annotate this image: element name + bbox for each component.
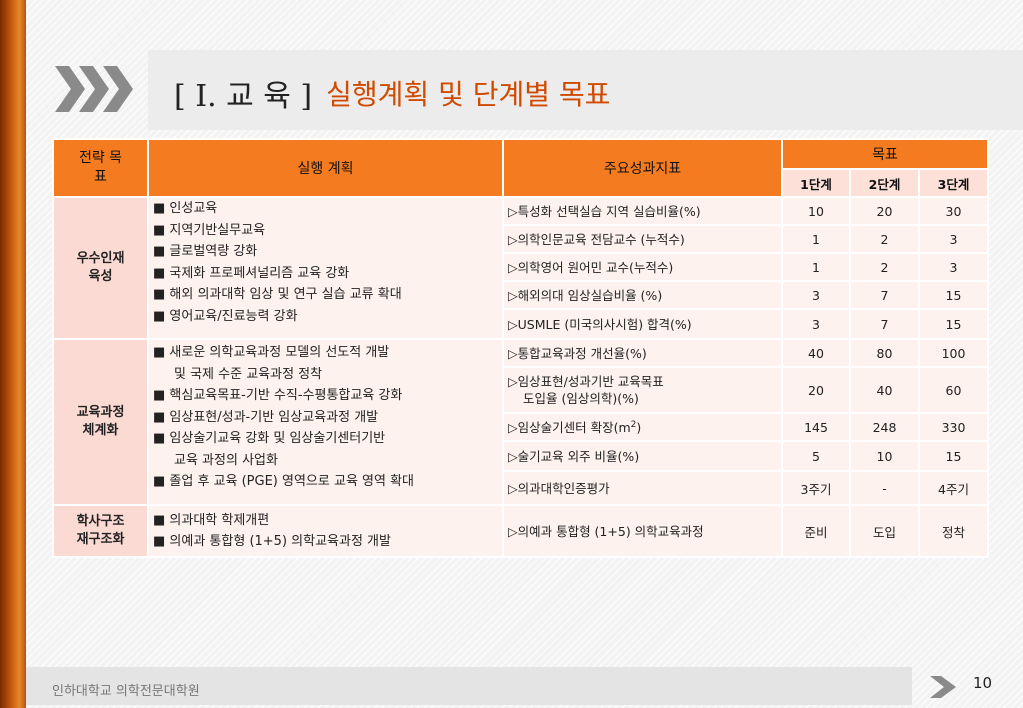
target-stage-1: 10 [781, 196, 851, 226]
category-cell: 학사구조 재구조화 [52, 504, 149, 558]
target-stage-2: 도입 [849, 504, 920, 558]
table-row: 교육과정 체계화 ■ 새로운 의학교육과정 모델의 선도적 개발 및 국제 수준 … [52, 338, 989, 506]
footer-band [26, 667, 912, 705]
table-row: ▷술기교육 외주 비율(%) 5 10 15 [53, 440, 989, 472]
plan-item: ■ 의예과 통합형 (1+5) 의학교육과정 개발 [153, 534, 391, 549]
plan-item: ■ 새로운 의학교육과정 모델의 선도적 개발 [153, 345, 390, 360]
table-row: ▷USMLE (미국의사시험) 합격(%) 3 7 15 [53, 308, 989, 340]
kpi-label: ▷USMLE (미국의사시험) 합격(%) [502, 308, 783, 340]
kpi-label: ▷임상표현/성과기반 교육목표 도입율 (임상의학)(%) [502, 366, 783, 414]
target-stage-2: 2 [849, 224, 920, 254]
target-stage-1: 3 [781, 280, 851, 310]
plan-cell: ■ 인성교육 ■ 지역기반실무교육 ■ 글로벌역량 강화 ■ 국제화 프로페셔널… [147, 196, 504, 340]
plan-item: ■ 졸업 후 교육 (PGE) 영역으로 교육 영역 확대 [153, 474, 415, 489]
header-stage-2: 2단계 [849, 168, 920, 198]
target-stage-3: 30 [918, 196, 989, 226]
kpi-label: ▷해외의대 임상실습비율 (%) [502, 280, 783, 310]
table-row: 우수인재 육성 ■ 인성교육 ■ 지역기반실무교육 ■ 글로벌역량 강화 ■ 국제… [52, 196, 989, 340]
category-cell: 교육과정 체계화 [52, 338, 149, 506]
plan-item: ■ 의과대학 학제개편 [153, 512, 270, 528]
target-stage-3: 3 [918, 224, 989, 254]
target-stage-3: 정착 [918, 504, 989, 558]
plan-item: ■ 해외 의과대학 임상 및 연구 실습 교류 확대 [153, 287, 402, 302]
table-row: ▷의학인문교육 전담교수 (누적수) 1 2 3 [53, 224, 989, 254]
plan-item: ■ 인성교육 [153, 201, 218, 216]
plan-item-continued: 및 국제 수준 교육과정 정착 [174, 366, 323, 382]
table-row: ▷의학영어 원어민 교수(누적수) 1 2 3 [53, 252, 989, 282]
kpi-label-superscript: 2 [630, 420, 637, 431]
plan-item: ■ 지역기반실무교육 [153, 222, 266, 238]
plan-item: ■ 핵심교육목표-기반 수직-수평통합교육 강화 [153, 388, 403, 403]
target-stage-3: 3 [918, 252, 989, 282]
triple-chevron-icon [55, 66, 133, 112]
target-stage-1: 20 [781, 366, 851, 414]
target-stage-2: 10 [849, 440, 920, 472]
kpi-label-text: ▷임상술기센터 확장(m [508, 420, 631, 436]
table-row: ▷의과대학인증평가 3주기 - 4주기 [53, 470, 989, 506]
table-row: ▷해외의대 임상실습비율 (%) 3 7 15 [53, 280, 989, 310]
target-stage-1: 40 [781, 338, 851, 368]
table-row: 학사구조 재구조화 ■ 의과대학 학제개편 ■ 의예과 통합형 (1+5) 의학교… [52, 504, 989, 558]
target-stage-2: 20 [849, 196, 920, 226]
target-stage-1: 5 [781, 440, 851, 472]
kpi-label: ▷의예과 통합형 (1+5) 의학교육과정 [502, 504, 783, 558]
target-stage-1: 3주기 [781, 470, 851, 506]
title-subtitle: 실행계획 및 단계별 목표 [326, 78, 611, 111]
footer-school-name: 인하대학교 의학전문대학원 [52, 684, 200, 699]
header-stage-3: 3단계 [918, 168, 989, 198]
table-row: ▷임상표현/성과기반 교육목표 도입율 (임상의학)(%) 20 40 60 [53, 366, 989, 414]
target-stage-1: 3 [781, 308, 851, 340]
target-stage-3: 4주기 [918, 470, 989, 506]
header-target: 목표 [781, 138, 989, 170]
target-stage-2: 80 [849, 338, 920, 368]
target-stage-1: 145 [781, 412, 851, 442]
plan-cell: ■ 새로운 의학교육과정 모델의 선도적 개발 및 국제 수준 교육과정 정착 … [147, 338, 504, 506]
plan-item: ■ 영어교육/진료능력 강화 [153, 308, 298, 324]
target-stage-3: 330 [918, 412, 989, 442]
title-band [148, 50, 1023, 130]
plan-item: ■ 임상술기교육 강화 및 임상술기센터기반 [153, 431, 386, 446]
plan-item-continued: 교육 과정의 사업화 [174, 452, 278, 468]
target-stage-2: 248 [849, 412, 920, 442]
target-stage-1: 1 [781, 224, 851, 254]
target-stage-1: 1 [781, 252, 851, 282]
kpi-label: ▷의학영어 원어민 교수(누적수) [502, 252, 783, 282]
kpi-label: ▷임상술기센터 확장(m2) [502, 412, 783, 442]
page-number: 10 [973, 674, 993, 692]
target-stage-3: 15 [918, 280, 989, 310]
target-stage-3: 100 [918, 338, 989, 368]
plan-item: ■ 글로벌역량 강화 [153, 244, 258, 259]
target-stage-2: 7 [849, 308, 920, 340]
header-stage-1: 1단계 [781, 168, 851, 198]
target-stage-3: 15 [918, 440, 989, 472]
target-stage-3: 60 [918, 366, 989, 414]
page-title: [ I. 교 육 ] 실행계획 및 단계별 목표 [174, 70, 610, 116]
kpi-label: ▷의과대학인증평가 [502, 470, 783, 506]
table-row: ▷임상술기센터 확장(m2) 145 248 330 [53, 412, 989, 442]
title-section: [ I. 교 육 ] [174, 79, 313, 114]
kpi-label-end: ) [636, 420, 642, 436]
target-stage-1: 준비 [781, 504, 851, 558]
kpi-label: ▷통합교육과정 개선율(%) [502, 338, 783, 368]
target-stage-2: 40 [849, 366, 920, 414]
kpi-label-line: ▷임상표현/성과기반 교육목표 [508, 374, 664, 389]
plan-item: ■ 국제화 프로페셔널리즘 교육 강화 [153, 265, 350, 281]
category-cell: 우수인재 육성 [52, 196, 149, 340]
left-accent-bar [0, 0, 26, 708]
target-stage-2: 2 [849, 252, 920, 282]
kpi-label-line: 도입율 (임상의학)(%) [523, 391, 639, 406]
kpi-label: ▷특성화 선택실습 지역 실습비율(%) [502, 196, 783, 226]
kpi-label: ▷술기교육 외주 비율(%) [502, 440, 783, 472]
target-stage-2: 7 [849, 280, 920, 310]
header-plan: 실행 계획 [147, 138, 504, 198]
plan-item: ■ 임상표현/성과-기반 임상교육과정 개발 [153, 409, 379, 425]
plan-cell: ■ 의과대학 학제개편 ■ 의예과 통합형 (1+5) 의학교육과정 개발 [147, 504, 504, 558]
chevron-right-icon [930, 676, 956, 698]
target-stage-3: 15 [918, 308, 989, 340]
header-kpi: 주요성과지표 [502, 138, 783, 198]
kpi-label: ▷의학인문교육 전담교수 (누적수) [502, 224, 783, 254]
target-stage-2: - [849, 470, 920, 506]
